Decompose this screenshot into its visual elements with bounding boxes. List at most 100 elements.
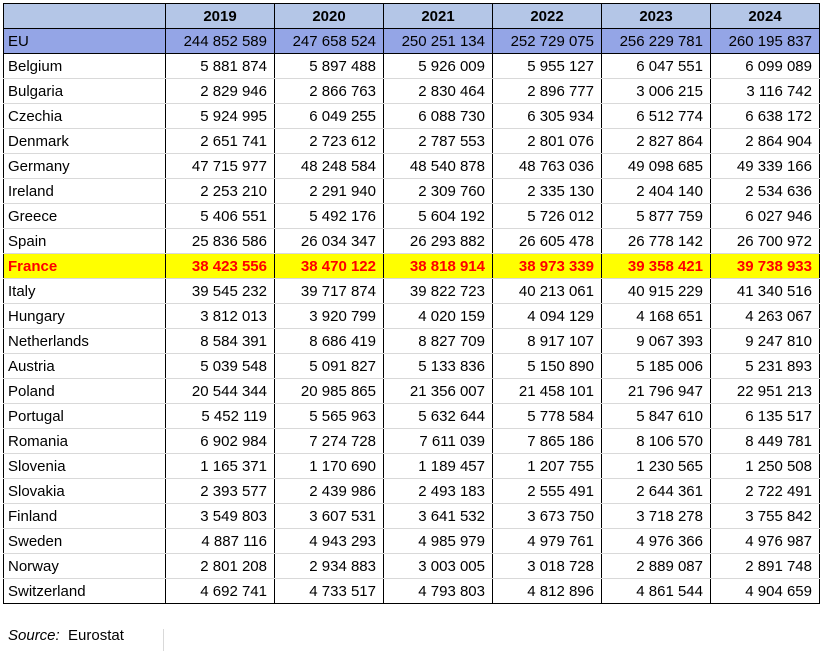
country-name-cell: Norway xyxy=(3,553,166,579)
header-year: 2024 xyxy=(710,3,820,29)
value-cell: 5 231 893 xyxy=(710,353,820,379)
table-row: Bulgaria 2 829 946 2 866 763 2 830 464 2 896… xyxy=(3,78,820,104)
country-name-cell: Netherlands xyxy=(3,328,166,354)
highlighted-table-row: France 38 423 556 38 470 122 38 818 914 38 9… xyxy=(3,253,820,279)
value-cell: 48 540 878 xyxy=(383,153,493,179)
value-cell: 26 293 882 xyxy=(383,228,493,254)
value-cell: 2 393 577 xyxy=(165,478,275,504)
value-cell: 25 836 586 xyxy=(165,228,275,254)
table-row: Italy 39 545 232 39 717 874 39 822 723 40 21… xyxy=(3,278,820,304)
value-cell: 5 039 548 xyxy=(165,353,275,379)
header-corner-cell xyxy=(3,3,166,29)
country-name-cell: Austria xyxy=(3,353,166,379)
value-cell: 8 106 570 xyxy=(601,428,711,454)
value-cell: 2 801 208 xyxy=(165,553,275,579)
value-cell: 41 340 516 xyxy=(710,278,820,304)
country-name-cell: Poland xyxy=(3,378,166,404)
value-cell: 2 934 883 xyxy=(274,553,384,579)
value-cell: 48 248 584 xyxy=(274,153,384,179)
value-cell: 5 897 488 xyxy=(274,53,384,79)
value-cell: 3 116 742 xyxy=(710,78,820,104)
table-row: Austria 5 039 548 5 091 827 5 133 836 5 150 … xyxy=(3,353,820,379)
value-cell: 5 955 127 xyxy=(492,53,602,79)
value-cell: 2 864 904 xyxy=(710,128,820,154)
table-row: Denmark 2 651 741 2 723 612 2 787 553 2 801 … xyxy=(3,128,820,154)
value-cell: 7 865 186 xyxy=(492,428,602,454)
value-cell: 2 723 612 xyxy=(274,128,384,154)
table-row: Switzerland 4 692 741 4 733 517 4 793 803 4 … xyxy=(3,578,820,604)
table-row: Czechia 5 924 995 6 049 255 6 088 730 6 305 … xyxy=(3,103,820,129)
value-cell: 260 195 837 xyxy=(710,28,820,54)
value-cell: 20 544 344 xyxy=(165,378,275,404)
value-cell: 2 555 491 xyxy=(492,478,602,504)
value-cell: 39 822 723 xyxy=(383,278,493,304)
value-cell: 7 274 728 xyxy=(274,428,384,454)
country-name-cell: Belgium xyxy=(3,53,166,79)
value-cell: 4 861 544 xyxy=(601,578,711,604)
value-cell: 4 979 761 xyxy=(492,528,602,554)
value-cell: 6 512 774 xyxy=(601,103,711,129)
value-cell: 3 006 215 xyxy=(601,78,711,104)
value-cell: 5 726 012 xyxy=(492,203,602,229)
country-name-cell: Ireland xyxy=(3,178,166,204)
value-cell: 21 356 007 xyxy=(383,378,493,404)
value-cell: 2 493 183 xyxy=(383,478,493,504)
country-name-cell: Denmark xyxy=(3,128,166,154)
country-name-cell: Finland xyxy=(3,503,166,529)
value-cell: 26 700 972 xyxy=(710,228,820,254)
data-table: 2019 2020 2021 2022 2023 2024 EU 244 852 … xyxy=(3,3,820,604)
table-row: Greece 5 406 551 5 492 176 5 604 192 5 726 0… xyxy=(3,203,820,229)
table-row: Slovakia 2 393 577 2 439 986 2 493 183 2 555… xyxy=(3,478,820,504)
country-name-cell: Italy xyxy=(3,278,166,304)
value-cell: 39 738 933 xyxy=(710,253,820,279)
value-cell: 49 098 685 xyxy=(601,153,711,179)
country-name-cell: Slovenia xyxy=(3,453,166,479)
value-cell: 6 902 984 xyxy=(165,428,275,454)
value-cell: 26 034 347 xyxy=(274,228,384,254)
value-cell: 5 604 192 xyxy=(383,203,493,229)
value-cell: 8 584 391 xyxy=(165,328,275,354)
value-cell: 2 866 763 xyxy=(274,78,384,104)
value-cell: 4 094 129 xyxy=(492,303,602,329)
table-row: Romania 6 902 984 7 274 728 7 611 039 7 865 … xyxy=(3,428,820,454)
header-row: 2019 2020 2021 2022 2023 2024 xyxy=(3,3,820,29)
value-cell: 3 549 803 xyxy=(165,503,275,529)
table-row: Slovenia 1 165 371 1 170 690 1 189 457 1 207… xyxy=(3,453,820,479)
value-cell: 40 915 229 xyxy=(601,278,711,304)
value-cell: 5 150 890 xyxy=(492,353,602,379)
header-year: 2020 xyxy=(274,3,384,29)
value-cell: 2 722 491 xyxy=(710,478,820,504)
value-cell: 5 926 009 xyxy=(383,53,493,79)
value-cell: 5 091 827 xyxy=(274,353,384,379)
value-cell: 6 305 934 xyxy=(492,103,602,129)
value-cell: 26 605 478 xyxy=(492,228,602,254)
value-cell: 4 887 116 xyxy=(165,528,275,554)
value-cell: 9 067 393 xyxy=(601,328,711,354)
value-cell: 256 229 781 xyxy=(601,28,711,54)
value-cell: 8 827 709 xyxy=(383,328,493,354)
value-cell: 5 632 644 xyxy=(383,403,493,429)
value-cell: 3 018 728 xyxy=(492,553,602,579)
table-row: Poland 20 544 344 20 985 865 21 356 007 21 4… xyxy=(3,378,820,404)
value-cell: 2 404 140 xyxy=(601,178,711,204)
value-cell: 3 607 531 xyxy=(274,503,384,529)
value-cell: 1 230 565 xyxy=(601,453,711,479)
value-cell: 6 638 172 xyxy=(710,103,820,129)
value-cell: 1 250 508 xyxy=(710,453,820,479)
value-cell: 5 406 551 xyxy=(165,203,275,229)
value-cell: 38 973 339 xyxy=(492,253,602,279)
value-cell: 3 920 799 xyxy=(274,303,384,329)
value-cell: 5 185 006 xyxy=(601,353,711,379)
table-body: EU 244 852 589 247 658 524 250 251 134 252 7… xyxy=(3,28,820,604)
value-cell: 47 715 977 xyxy=(165,153,275,179)
value-cell: 38 818 914 xyxy=(383,253,493,279)
value-cell: 2 309 760 xyxy=(383,178,493,204)
value-cell: 39 545 232 xyxy=(165,278,275,304)
value-cell: 5 565 963 xyxy=(274,403,384,429)
value-cell: 5 877 759 xyxy=(601,203,711,229)
value-cell: 2 439 986 xyxy=(274,478,384,504)
value-cell: 5 881 874 xyxy=(165,53,275,79)
source-value: Eurostat xyxy=(68,627,124,644)
value-cell: 2 291 940 xyxy=(274,178,384,204)
value-cell: 1 165 371 xyxy=(165,453,275,479)
